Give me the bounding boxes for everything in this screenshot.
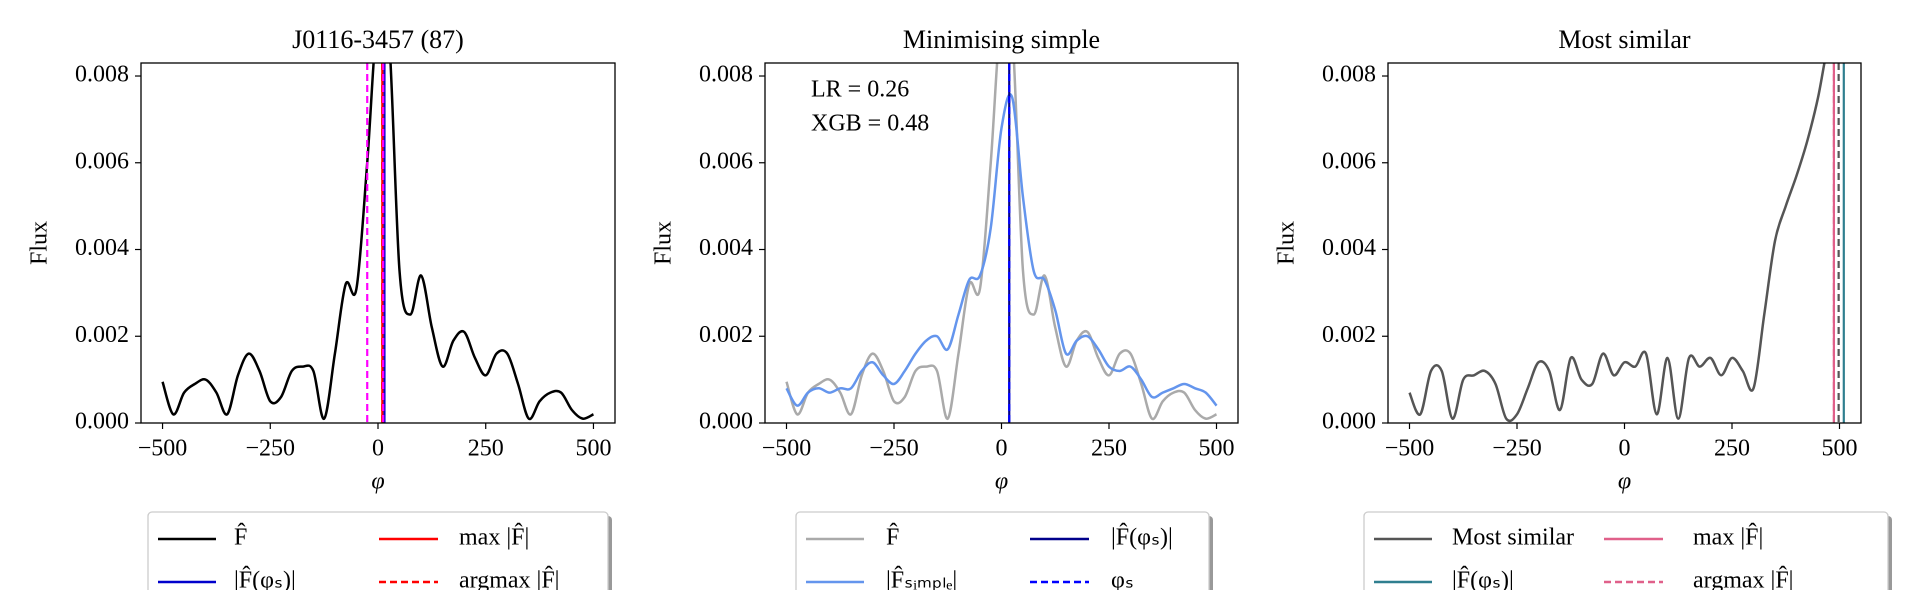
annotation: XGB = 0.48 [811,111,929,137]
panel: J0116-3457 (87) φ Flux −500 −250 0 250 500 0.000… [27,25,616,595]
y-axis-label: Flux [1274,221,1300,265]
legend-label: φₛ [1111,568,1134,591]
y-tick-label: 0.004 [75,235,129,261]
chart-title: Most similar [1558,25,1691,54]
x-axis-label: φ [995,469,1008,495]
x-tick-label: 500 [1199,436,1235,462]
axes-frame [764,62,1239,424]
y-axis-label: Flux [27,221,53,265]
chart-title: J0116-3457 (87) [292,25,464,54]
plot-area [1408,63,1845,423]
x-axis-label: φ [371,469,384,495]
legend-label: Most similar [1452,525,1574,551]
x-tick-label: 250 [1091,436,1127,462]
y-tick-label: 0.008 [699,62,753,88]
x-tick-label: −250 [869,436,919,462]
x-tick-label: −250 [1492,436,1542,462]
x-tick-label: 250 [468,436,504,462]
x-tick-label: 500 [575,436,611,462]
x-tick-label: −500 [1385,436,1435,462]
y-tick-label: 0.002 [699,322,753,348]
axes-frame [1387,62,1862,424]
data-line [161,63,595,421]
y-tick-label: 0.000 [699,409,753,435]
x-tick-label: −500 [138,436,188,462]
y-axis-label: Flux [651,221,677,265]
legend-label: |F̂(φₛ)| [1452,566,1514,590]
legend-label: max |F̂| [459,523,529,551]
data-line [785,63,1218,421]
legend [147,511,609,595]
legend-label: |F̂(φₛ)| [1111,523,1173,551]
y-tick-label: 0.000 [1322,409,1376,435]
y-tick-label: 0.006 [699,148,753,174]
legend-label: |F̂ₛᵢₘₚₗₑ| [886,566,957,590]
y-tick-label: 0.000 [75,409,129,435]
plot-area [161,63,595,423]
legend [795,511,1210,595]
y-tick-label: 0.004 [699,235,753,261]
legend-label: max |F̂| [1693,523,1763,551]
y-tick-label: 0.008 [75,62,129,88]
axes-frame [140,62,616,424]
legend-label: |F̂(φₛ)| [234,566,296,590]
x-tick-label: 0 [372,436,384,462]
legend [1363,511,1889,595]
chart-title: Minimising simple [903,25,1100,54]
y-tick-label: 0.006 [75,148,129,174]
x-tick-label: 0 [996,436,1008,462]
legend-label: argmax |F̂| [1693,566,1794,590]
data-line [1408,63,1826,423]
legend-label: F̂ [886,523,899,551]
y-tick-label: 0.002 [1322,322,1376,348]
x-axis-label: φ [1618,469,1631,495]
x-tick-label: −500 [762,436,812,462]
x-tick-label: 500 [1822,436,1858,462]
y-tick-label: 0.002 [75,322,129,348]
legend-label: F̂ [234,523,247,551]
x-tick-label: 0 [1619,436,1631,462]
y-tick-label: 0.008 [1322,62,1376,88]
y-tick-label: 0.004 [1322,235,1376,261]
plot-area [785,63,1218,423]
panel: Most similar φ Flux −500 −250 0 250 500 0.000 0.0… [1274,25,1892,595]
annotation: LR = 0.26 [811,77,909,103]
x-tick-label: −250 [245,436,295,462]
legend-label: argmax |F̂| [459,566,560,590]
x-tick-label: 250 [1714,436,1750,462]
y-tick-label: 0.006 [1322,148,1376,174]
panel: Minimising simple φ Flux −500 −250 0 250 500 0.0… [651,25,1239,595]
data-line [785,93,1218,407]
